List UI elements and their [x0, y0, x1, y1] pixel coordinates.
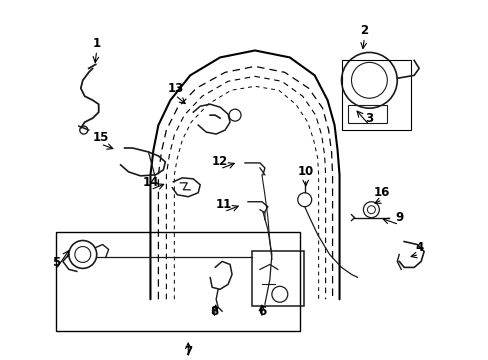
Text: 1: 1 [92, 37, 101, 50]
Text: 14: 14 [142, 176, 158, 189]
Bar [251, 252, 303, 306]
Text: 11: 11 [216, 198, 232, 211]
Text: 6: 6 [257, 305, 265, 318]
Text: 9: 9 [394, 211, 403, 224]
Text: 5: 5 [52, 256, 60, 269]
Text: 7: 7 [184, 345, 192, 357]
Bar [341, 60, 410, 130]
Bar [347, 105, 386, 123]
Text: 2: 2 [360, 24, 368, 37]
Text: 8: 8 [209, 305, 218, 318]
Bar [56, 231, 299, 331]
Text: 4: 4 [414, 241, 423, 254]
Text: 10: 10 [297, 165, 313, 178]
Text: 12: 12 [212, 156, 228, 168]
Text: 13: 13 [167, 82, 183, 95]
Text: 15: 15 [92, 131, 109, 144]
Text: 16: 16 [373, 186, 390, 199]
Text: 3: 3 [365, 112, 373, 125]
